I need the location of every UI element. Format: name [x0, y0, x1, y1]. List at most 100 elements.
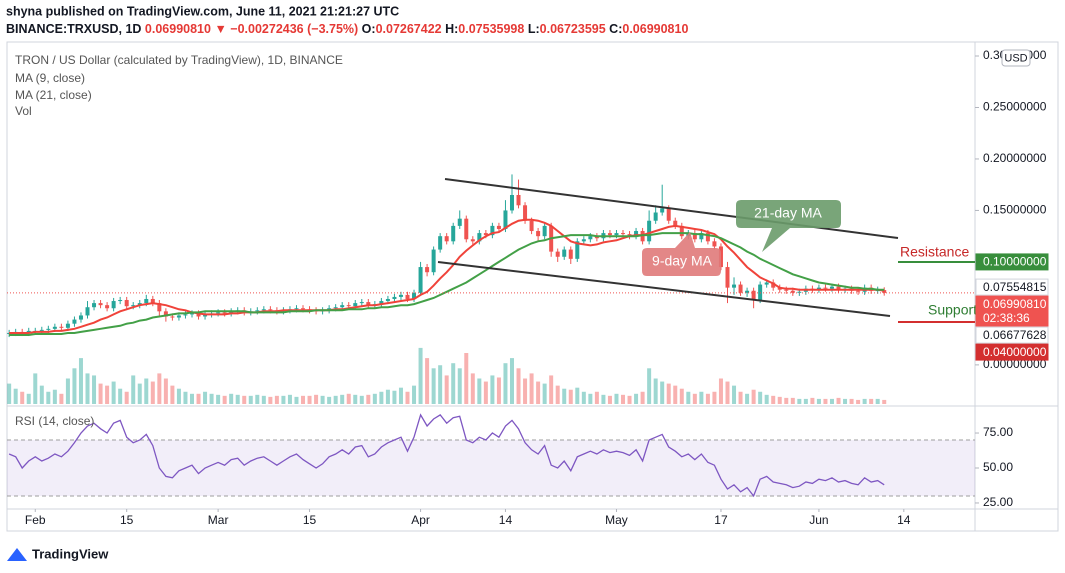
- volume-bar: [340, 394, 345, 404]
- candle-body: [294, 308, 299, 310]
- volume-bar: [216, 394, 221, 404]
- volume-bar: [601, 394, 606, 404]
- price-tag: [975, 326, 1049, 344]
- candle-body: [144, 298, 149, 304]
- volume-bar: [503, 363, 508, 404]
- chart-frame: [6, 41, 1059, 532]
- candle-body: [131, 305, 136, 307]
- volume-bar: [810, 397, 815, 404]
- currency: USD: [1004, 52, 1027, 64]
- candle-body: [385, 298, 390, 302]
- candle-body: [431, 249, 436, 273]
- candle-body: [738, 284, 743, 293]
- volume-bar: [542, 383, 547, 404]
- candle-body: [607, 233, 612, 236]
- volume-bar: [412, 385, 417, 404]
- candle-body: [412, 292, 417, 299]
- y-tick-label: 0.25000000: [983, 100, 1047, 114]
- candle-body: [751, 290, 756, 301]
- volume-bar: [85, 373, 90, 404]
- volume-bar: [163, 378, 168, 404]
- x-tick-label: Jun: [809, 513, 828, 527]
- candle-body: [353, 303, 358, 307]
- volume-bar: [307, 395, 312, 404]
- candle-body: [176, 315, 181, 318]
- volume-bar: [666, 383, 671, 404]
- volume-bar: [13, 388, 18, 404]
- volume-bar: [673, 385, 678, 404]
- volume-bar: [823, 398, 828, 404]
- candle-body: [196, 313, 201, 317]
- volume-bar: [33, 373, 38, 404]
- footer: TradingView: [7, 546, 109, 561]
- volume-bar: [314, 394, 319, 404]
- volume-bar: [229, 393, 234, 404]
- volume-bar: [105, 385, 110, 404]
- volume-bar: [196, 393, 201, 404]
- volume-bar: [294, 396, 299, 404]
- legend-ma21: MA (21, close): [15, 88, 92, 102]
- ma-line: [9, 232, 885, 336]
- volume-bar: [575, 387, 580, 404]
- volume-bar: [444, 375, 449, 404]
- candle-body: [229, 311, 234, 314]
- volume-bar: [588, 393, 593, 404]
- candle-body: [340, 305, 345, 308]
- x-tick-label: 14: [897, 513, 911, 527]
- candle-body: [523, 205, 528, 221]
- volume-bar: [464, 353, 469, 404]
- volume-bar: [438, 365, 443, 404]
- candle-body: [118, 300, 123, 302]
- volume-bar: [843, 398, 848, 404]
- candle-body: [26, 330, 31, 333]
- candle-body: [359, 302, 364, 304]
- candle-body: [457, 218, 462, 226]
- price-pane: [7, 174, 975, 404]
- volume-bar: [803, 398, 808, 404]
- price-tag-label: 0.10000000: [983, 255, 1047, 269]
- volume-bar: [431, 368, 436, 404]
- volume-bar: [549, 375, 554, 404]
- candle-body: [673, 220, 678, 226]
- volume-bar: [758, 391, 763, 404]
- channel-lower: [437, 261, 891, 317]
- candle-body: [137, 303, 142, 306]
- volume-bar: [536, 381, 541, 404]
- volume-bar: [170, 385, 175, 404]
- candle-body: [333, 307, 338, 309]
- volume-bar: [183, 391, 188, 404]
- candle-body: [98, 303, 103, 306]
- high-label: H:: [445, 22, 458, 36]
- volume-bar: [189, 393, 194, 404]
- candle-body: [555, 251, 560, 257]
- candle-body: [398, 294, 403, 297]
- candle-body: [216, 312, 221, 314]
- volume-bar: [647, 368, 652, 404]
- price-tag-label: 0.07554815: [983, 280, 1047, 294]
- change: ▼ −0.00272436 (−3.75%): [214, 22, 358, 36]
- volume-bar: [150, 381, 155, 404]
- candle-body: [745, 290, 750, 293]
- volume-bar: [875, 398, 880, 404]
- volume-bar: [457, 368, 462, 404]
- volume-bar: [862, 398, 867, 404]
- volume-bar: [614, 393, 619, 404]
- volume-bar: [137, 383, 142, 404]
- candle-body: [425, 267, 430, 273]
- candle-body: [157, 303, 162, 312]
- candle-body: [627, 234, 632, 237]
- volume-bar: [118, 388, 123, 404]
- candle-body: [346, 305, 351, 307]
- volume-bar: [92, 375, 97, 404]
- volume-bar: [686, 391, 691, 404]
- candle-body: [581, 239, 586, 242]
- ma-line: [9, 218, 885, 334]
- x-tick-label: Feb: [25, 513, 46, 527]
- volume-bar: [725, 381, 730, 404]
- volume-bar: [660, 381, 665, 404]
- y-tick-label: 0.20000000: [983, 151, 1047, 165]
- chart-title: TRON / US Dollar (calculated by TradingV…: [15, 53, 343, 67]
- volume-bar: [261, 395, 266, 404]
- publisher-line: shyna published on TradingView.com, June…: [6, 4, 399, 18]
